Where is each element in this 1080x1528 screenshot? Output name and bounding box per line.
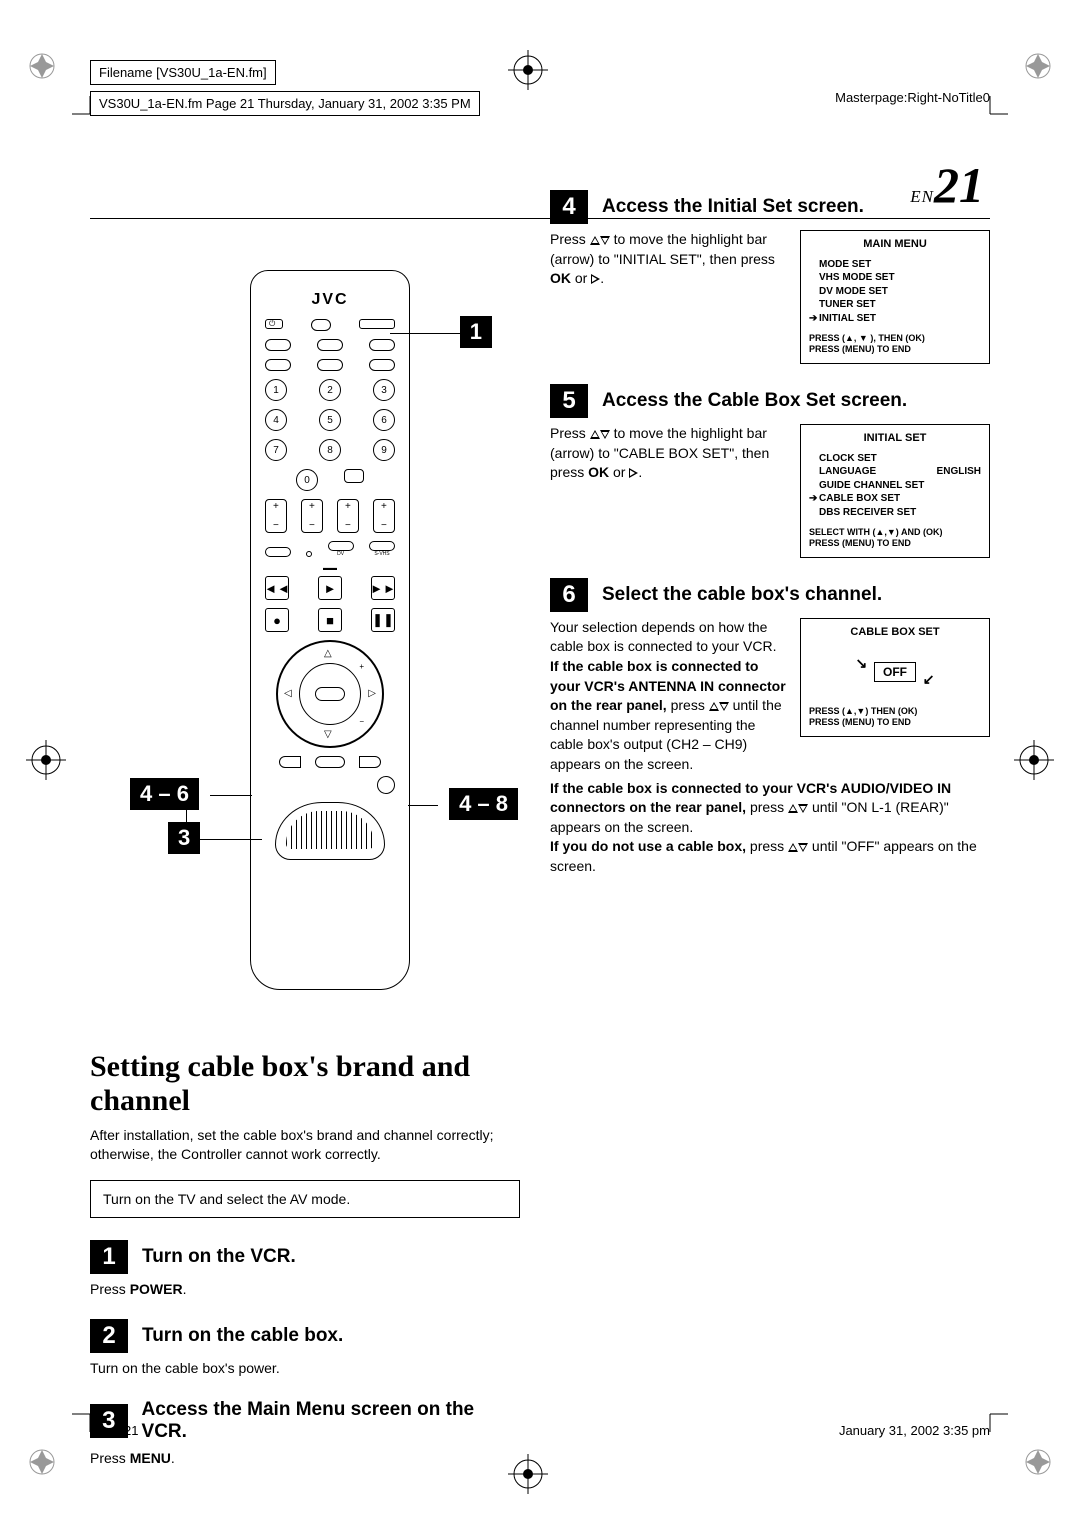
page-header: VS30U_1a-EN.fm Page 21 Thursday, January…: [90, 91, 480, 116]
step-body: Press POWER.: [90, 1280, 520, 1300]
footer-date: January 31, 2002 3:35 pm: [839, 1423, 990, 1438]
section-intro: After installation, set the cable box's …: [90, 1126, 520, 1164]
step-5: 5 Access the Cable Box Set screen. Press…: [550, 384, 990, 558]
step-title: Turn on the VCR.: [142, 1246, 296, 1268]
step-number: 4: [550, 190, 588, 224]
step-body: Turn on the cable box's power.: [90, 1359, 520, 1379]
step-title: Select the cable box's channel.: [602, 584, 882, 606]
step-body: Press to move the highlight bar (arrow) …: [550, 424, 788, 483]
step-body: Press to move the highlight bar (arrow) …: [550, 230, 788, 289]
step-number: 2: [90, 1319, 128, 1353]
jvc-logo: JVC: [265, 291, 395, 309]
step-number: 6: [550, 578, 588, 612]
preamble-box: Turn on the TV and select the AV mode.: [90, 1180, 520, 1218]
main-menu-screen: MAIN MENU MODE SET VHS MODE SET DV MODE …: [800, 230, 990, 364]
callout-4-6: 4 – 6: [130, 778, 199, 810]
step-title: Access the Cable Box Set screen.: [602, 390, 907, 412]
callout-3: 3: [168, 822, 200, 854]
step-4: 4 Access the Initial Set screen. Press t…: [550, 190, 990, 364]
step-number: 1: [90, 1240, 128, 1274]
callout-4-8: 4 – 8: [449, 788, 518, 820]
step-2: 2 Turn on the cable box. Turn on the cab…: [90, 1319, 520, 1379]
remote-figure: JVC ⏻ 123 456 789 0: [130, 270, 510, 1010]
section-title: Setting cable box's brand and channel: [90, 1050, 520, 1118]
step-title: Access the Initial Set screen.: [602, 196, 864, 218]
footer-page: Page 21: [90, 1423, 138, 1438]
cable-box-set-screen: CABLE BOX SET ↘ OFF ↙ PRESS (▲,▼) THEN (…: [800, 618, 990, 737]
step-3: 3 Access the Main Menu screen on the VCR…: [90, 1399, 520, 1469]
step-1: 1 Turn on the VCR. Press POWER.: [90, 1240, 520, 1300]
masterpage-label: Masterpage:Right-NoTitle0: [835, 90, 990, 105]
initial-set-screen: INITIAL SET CLOCK SET LANGUAGEENGLISH GU…: [800, 424, 990, 558]
step-number: 5: [550, 384, 588, 418]
step-body: Your selection depends on how the cable …: [550, 618, 788, 775]
callout-1: 1: [460, 316, 492, 348]
filename-box: Filename [VS30U_1a-EN.fm]: [90, 60, 276, 85]
step-title: Access the Main Menu screen on the VCR.: [142, 1399, 520, 1443]
step-6: 6 Select the cable box's channel. Your s…: [550, 578, 990, 877]
step-title: Turn on the cable box.: [142, 1325, 343, 1347]
step-body: Press MENU.: [90, 1449, 520, 1469]
step-body-cont: If the cable box is connected to your VC…: [550, 779, 990, 877]
